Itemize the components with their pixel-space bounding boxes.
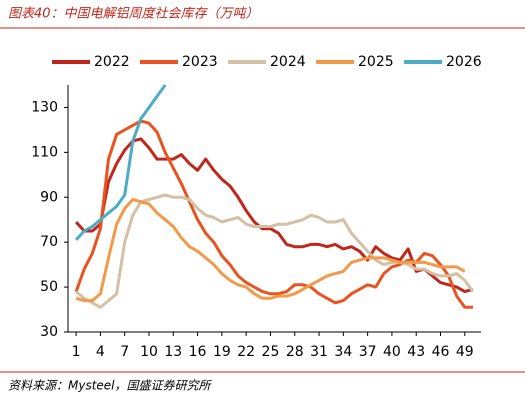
y-tick-label: 90 (40, 189, 58, 205)
legend-label: 2026 (446, 54, 482, 70)
x-tick-label: 49 (456, 344, 474, 360)
legend-label: 2025 (358, 54, 394, 70)
series-line (74, 119, 473, 309)
x-tick-label: 1 (72, 344, 81, 360)
source: 资料来源：Mysteel，国盛证券研究所 (8, 379, 213, 393)
x-tick-label: 28 (286, 344, 304, 360)
x-tick-label: 10 (140, 344, 158, 360)
legend-label: 2022 (94, 54, 130, 70)
y-tick-label: 30 (40, 324, 58, 340)
chart-title: 图表40：中国电解铝周度社会库存（万吨） (8, 6, 259, 22)
series-line (74, 84, 167, 241)
y-tick-label: 130 (31, 99, 58, 115)
plot-area (74, 84, 475, 309)
y-tick-label: 50 (40, 279, 58, 295)
x-tick-label: 31 (310, 344, 328, 360)
x-tick-label: 34 (334, 344, 352, 360)
x-tick-label: 25 (262, 344, 280, 360)
x-tick-label: 37 (359, 344, 377, 360)
series-line (75, 198, 466, 303)
y-tick-label: 110 (31, 144, 58, 160)
x-tick-label: 13 (164, 344, 182, 360)
x-tick-label: 46 (432, 344, 450, 360)
legend-label: 2024 (270, 54, 306, 70)
x-tick-label: 22 (237, 344, 255, 360)
x-tick-label: 16 (189, 344, 207, 360)
x-tick-label: 40 (383, 344, 401, 360)
x-tick-label: 19 (213, 344, 231, 360)
legend-label: 2023 (182, 54, 218, 70)
series-line (75, 193, 475, 309)
x-tick-label: 7 (120, 344, 129, 360)
y-tick-label: 70 (40, 234, 58, 250)
x-tick-label: 43 (407, 344, 425, 360)
series-line (74, 137, 474, 294)
x-tick-label: 4 (96, 344, 105, 360)
